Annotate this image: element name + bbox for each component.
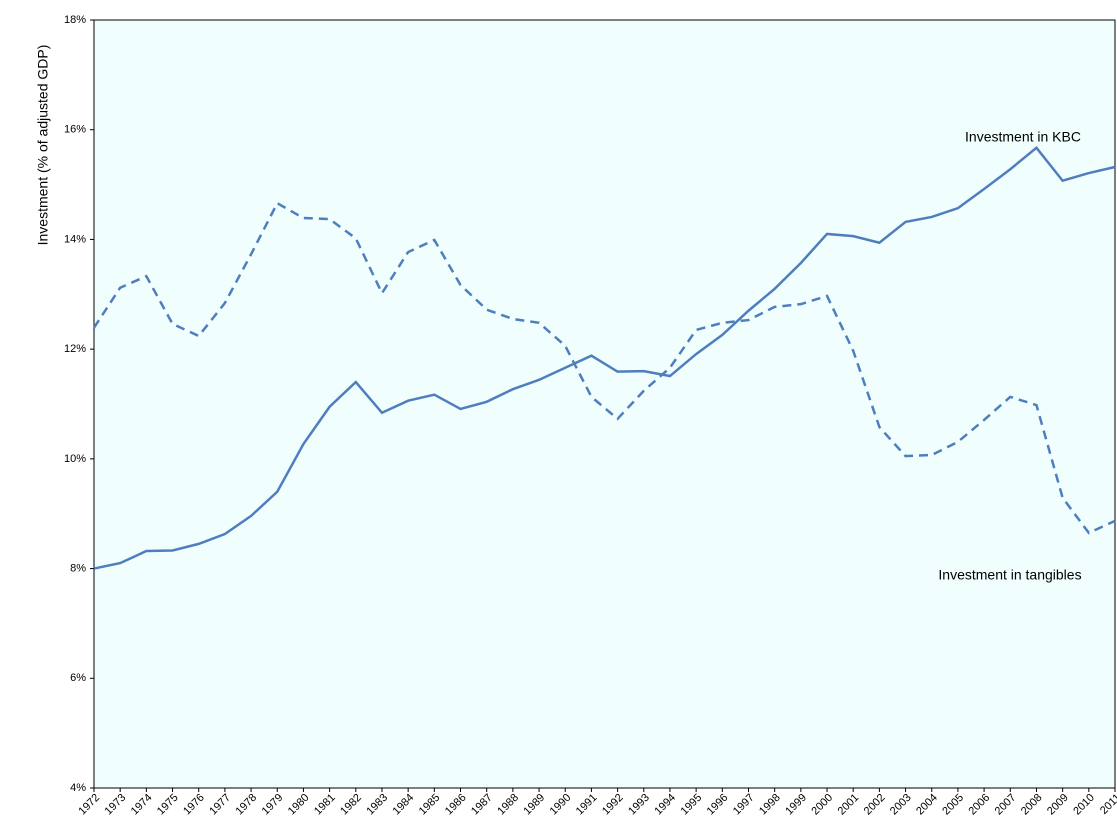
x-tick-label: 1989 bbox=[521, 792, 547, 818]
x-tick-label: 1996 bbox=[705, 792, 731, 818]
x-tick-label: 2002 bbox=[862, 792, 888, 818]
x-tick-label: 1995 bbox=[679, 792, 705, 818]
y-tick-label: 4% bbox=[70, 782, 86, 794]
x-tick-label: 1994 bbox=[652, 792, 678, 818]
x-tick-label: 2008 bbox=[1019, 792, 1045, 818]
x-tick-label: 1991 bbox=[574, 792, 600, 818]
y-tick-label: 14% bbox=[64, 233, 86, 245]
series-line bbox=[93, 146, 1116, 570]
x-tick-label: 2010 bbox=[1071, 792, 1097, 818]
x-tick-label: 2000 bbox=[809, 792, 835, 818]
x-tick-label: 1999 bbox=[783, 792, 809, 818]
series-label: Investment in KBC bbox=[965, 129, 1081, 145]
y-tick-label: 6% bbox=[70, 672, 86, 684]
x-tick-label: 2009 bbox=[1045, 792, 1071, 818]
x-tick-label: 1988 bbox=[495, 792, 521, 818]
x-tick-label: 1990 bbox=[548, 792, 574, 818]
y-tick-label: 18% bbox=[64, 14, 86, 26]
x-tick-label: 1981 bbox=[312, 792, 338, 818]
x-tick-label: 1978 bbox=[233, 792, 259, 818]
x-tick-label: 1980 bbox=[286, 792, 312, 818]
y-tick-label: 12% bbox=[64, 343, 86, 355]
x-tick-label: 1982 bbox=[338, 792, 364, 818]
x-tick-label: 1979 bbox=[260, 792, 286, 818]
x-tick-label: 1972 bbox=[76, 792, 102, 818]
x-tick-label: 1987 bbox=[469, 792, 495, 818]
x-tick-label: 1985 bbox=[417, 792, 443, 818]
x-tick-label: 2005 bbox=[940, 792, 966, 818]
x-tick-label: 2006 bbox=[966, 792, 992, 818]
x-tick-label: 2004 bbox=[914, 792, 940, 818]
x-tick-label: 2007 bbox=[993, 792, 1019, 818]
x-tick-label: 2001 bbox=[836, 792, 862, 818]
y-tick-label: 16% bbox=[64, 124, 86, 136]
x-tick-label: 1986 bbox=[443, 792, 469, 818]
series-label: Investment in tangibles bbox=[938, 567, 1081, 583]
x-tick-label: 1984 bbox=[391, 792, 417, 818]
x-tick-label: 1992 bbox=[600, 792, 626, 818]
x-tick-label: 1997 bbox=[731, 792, 757, 818]
x-tick-label: 1983 bbox=[364, 792, 390, 818]
x-tick-label: 2003 bbox=[888, 792, 914, 818]
series-line bbox=[92, 201, 1116, 535]
y-axis-title: Investment (% of adjusted GDP) bbox=[35, 45, 51, 246]
x-tick-label: 1993 bbox=[626, 792, 652, 818]
y-tick-label: 8% bbox=[70, 562, 86, 574]
x-tick-label: 1998 bbox=[757, 792, 783, 818]
x-tick-label: 2011 bbox=[1098, 792, 1117, 817]
x-tick-label: 1976 bbox=[181, 792, 207, 818]
x-tick-label: 1975 bbox=[155, 792, 181, 818]
x-tick-label: 1973 bbox=[103, 792, 129, 818]
plot-area bbox=[93, 19, 1116, 789]
x-tick-label: 1974 bbox=[129, 792, 155, 818]
x-tick-label: 1977 bbox=[207, 792, 233, 818]
y-tick-label: 10% bbox=[64, 453, 86, 465]
